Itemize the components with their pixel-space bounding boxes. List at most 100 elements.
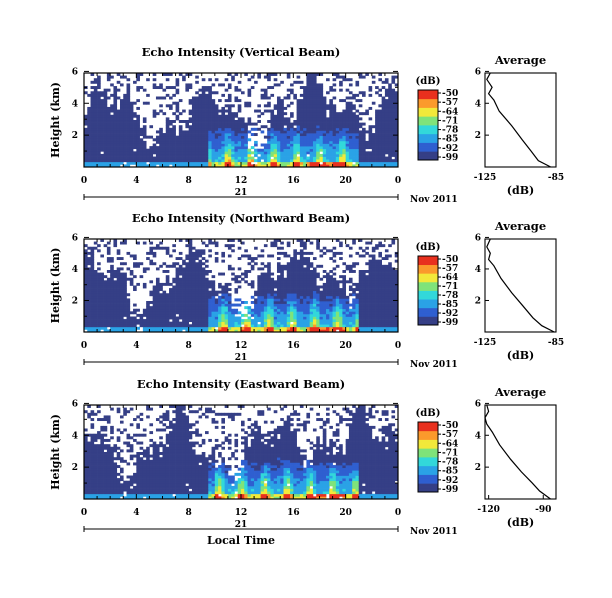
heatmap-cell: [172, 133, 176, 137]
heatmap-cell: [273, 104, 278, 108]
x-tick-label: 0: [395, 176, 401, 186]
heatmap-cell: [322, 135, 327, 139]
heatmap-cell: [126, 125, 131, 129]
heatmap-cell: [388, 267, 392, 271]
heatmap-cell: [299, 293, 304, 297]
heatmap-cell: [371, 254, 376, 258]
heatmap-cell: [352, 106, 356, 110]
heatmap-cell: [100, 143, 104, 147]
heatmap-cell: [267, 311, 271, 315]
heatmap-cell: [362, 122, 366, 126]
heatmap-cell: [371, 293, 376, 297]
heatmap-cell: [283, 326, 288, 330]
heatmap-cell: [293, 153, 297, 157]
heatmap-cell: [129, 316, 134, 320]
heatmap-cell: [244, 280, 248, 284]
heatmap-cell: [195, 148, 199, 152]
heatmap-cell: [247, 138, 252, 142]
heatmap-cell: [159, 319, 163, 323]
heatmap-cell: [195, 104, 199, 108]
heatmap-cell: [378, 267, 382, 271]
heatmap-cell: [280, 270, 284, 273]
heatmap-cell: [159, 109, 163, 113]
heatmap-cell: [126, 301, 131, 304]
heatmap-cell: [335, 153, 340, 157]
heatmap-cell: [208, 153, 212, 157]
heatmap-cell: [93, 148, 98, 152]
heatmap-cell: [205, 120, 209, 123]
heatmap-cell: [326, 308, 330, 312]
heatmap-cell: [100, 319, 104, 323]
heatmap-cell: [348, 130, 353, 134]
heatmap-cell: [126, 161, 131, 165]
heatmap-cell: [159, 153, 163, 157]
heatmap-cell: [309, 88, 314, 92]
heatmap-cell: [260, 267, 265, 271]
heatmap-cell: [322, 324, 327, 328]
heatmap-cell: [391, 75, 396, 79]
heatmap-cell: [218, 282, 222, 286]
heatmap-cell: [191, 267, 196, 271]
heatmap-cell: [133, 153, 137, 157]
heatmap-cell: [227, 319, 232, 323]
heatmap-cell: [126, 120, 131, 123]
heatmap-cell: [198, 133, 203, 137]
heatmap-cell: [368, 254, 373, 258]
heatmap-cell: [198, 164, 203, 168]
heatmap-cell: [218, 120, 222, 123]
heatmap-cell: [165, 308, 170, 312]
colorbar-frame: [417, 255, 439, 326]
heatmap-cell: [312, 117, 317, 121]
heatmap-cell: [97, 159, 101, 163]
heatmap-cell: [355, 301, 360, 304]
heatmap-cell: [362, 321, 366, 325]
heatmap-cell: [394, 326, 399, 330]
heatmap-cell: [97, 135, 101, 139]
heatmap-cell: [142, 319, 147, 323]
heatmap-cell: [247, 151, 252, 155]
heatmap-cell: [169, 138, 173, 142]
heatmap-cell: [162, 135, 167, 139]
heatmap-cell: [283, 301, 288, 304]
heatmap-cell: [162, 282, 167, 286]
heatmap-cell: [368, 86, 373, 90]
heatmap-cell: [221, 153, 225, 157]
heatmap-cell: [90, 275, 95, 279]
heatmap-cell: [345, 140, 350, 144]
heatmap-cell: [267, 254, 271, 258]
heatmap-cell: [358, 143, 363, 147]
heatmap-cell: [224, 133, 229, 137]
colorbar-segment: [418, 261, 438, 264]
heatmap-cell: [152, 324, 157, 328]
heatmap-cell: [391, 293, 396, 297]
heatmap-cell: [286, 151, 291, 155]
colorbar-segment: [418, 271, 438, 274]
heatmap-cell: [345, 264, 350, 268]
heatmap-cell: [309, 301, 314, 304]
heatmap-cell: [227, 112, 232, 116]
heatmap-cell: [332, 282, 337, 286]
heatmap-cell: [84, 285, 88, 289]
heatmap-cell: [299, 324, 304, 328]
heatmap-cell: [165, 138, 170, 142]
heatmap-cell: [303, 321, 307, 325]
heatmap-cell: [100, 133, 104, 137]
heatmap-cell: [362, 288, 366, 292]
heatmap-cell: [270, 148, 275, 152]
heatmap-cell: [391, 329, 396, 333]
heatmap-cell: [273, 130, 278, 134]
heatmap-cell: [106, 303, 111, 307]
heatmap-cell: [322, 109, 327, 113]
profile-x-label: (dB): [507, 349, 534, 362]
heatmap-cell: [195, 262, 199, 266]
heatmap-cell: [175, 153, 180, 157]
heatmap-cell: [116, 140, 121, 144]
heatmap-cell: [293, 122, 297, 126]
heatmap-cell: [375, 151, 379, 155]
heatmap-cell: [123, 306, 127, 310]
heatmap-cell: [113, 133, 118, 137]
heatmap-cell: [97, 117, 101, 121]
heatmap-cell: [270, 313, 275, 317]
heatmap-cell: [355, 109, 360, 113]
heatmap-cell: [165, 306, 170, 310]
